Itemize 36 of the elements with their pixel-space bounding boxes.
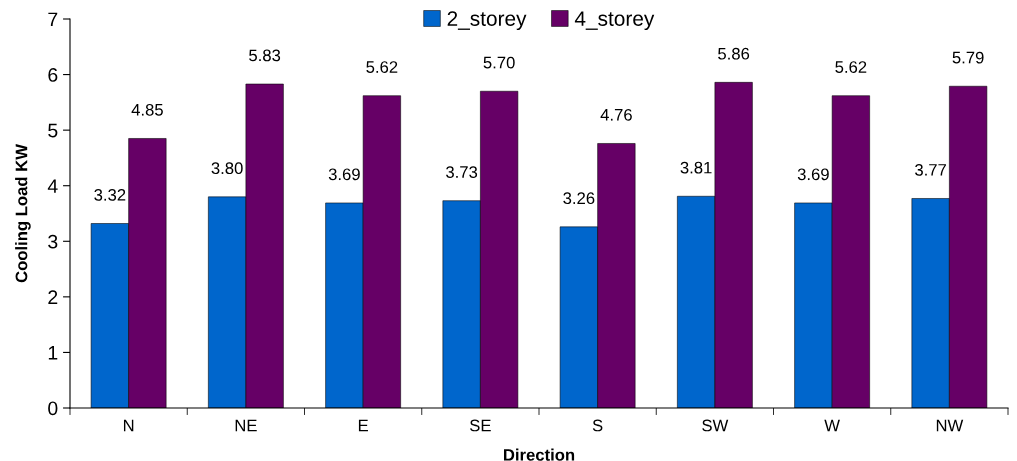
y-tick-label: 3 <box>48 234 58 249</box>
data-label: 4.85 <box>131 103 163 116</box>
y-tick-label: 0 <box>48 401 58 416</box>
y-tick-label: 5 <box>48 123 58 138</box>
x-tick-label: SW <box>702 419 729 432</box>
data-label: 5.83 <box>249 49 281 62</box>
data-label: 3.69 <box>797 168 829 181</box>
data-label: 5.62 <box>835 61 867 73</box>
data-label: 5.86 <box>718 47 750 60</box>
data-label: 3.69 <box>328 168 360 181</box>
data-label: 5.79 <box>952 51 984 64</box>
y-axis-title: Cooling Load KW <box>15 144 31 283</box>
data-label: 3.26 <box>563 192 595 205</box>
data-label: 4.76 <box>600 108 632 121</box>
data-label: 3.32 <box>94 188 126 201</box>
data-label: 3.77 <box>915 163 946 176</box>
y-tick-label: 2 <box>48 290 58 304</box>
y-tick-label: 1 <box>48 346 58 360</box>
y-tick-label: 7 <box>48 12 58 27</box>
legend-label: 2_storey <box>447 11 527 31</box>
data-label: 3.80 <box>211 162 243 175</box>
data-label: 5.70 <box>483 56 515 69</box>
x-tick-label: SE <box>470 419 491 432</box>
y-tick-label: 6 <box>48 68 58 82</box>
x-tick-label: E <box>358 419 368 432</box>
legend-label: 4_storey <box>574 11 655 31</box>
x-tick-label: W <box>824 419 840 432</box>
x-tick-label: NW <box>936 419 964 432</box>
x-axis-title: Direction <box>504 448 575 461</box>
x-tick-label: N <box>123 419 134 432</box>
data-label: 3.73 <box>446 166 478 178</box>
x-tick-label: S <box>592 419 603 432</box>
x-tick-label: NE <box>235 419 257 432</box>
data-label: 5.62 <box>366 61 398 73</box>
data-label: 3.81 <box>680 161 712 174</box>
y-tick-label: 4 <box>47 179 58 193</box>
